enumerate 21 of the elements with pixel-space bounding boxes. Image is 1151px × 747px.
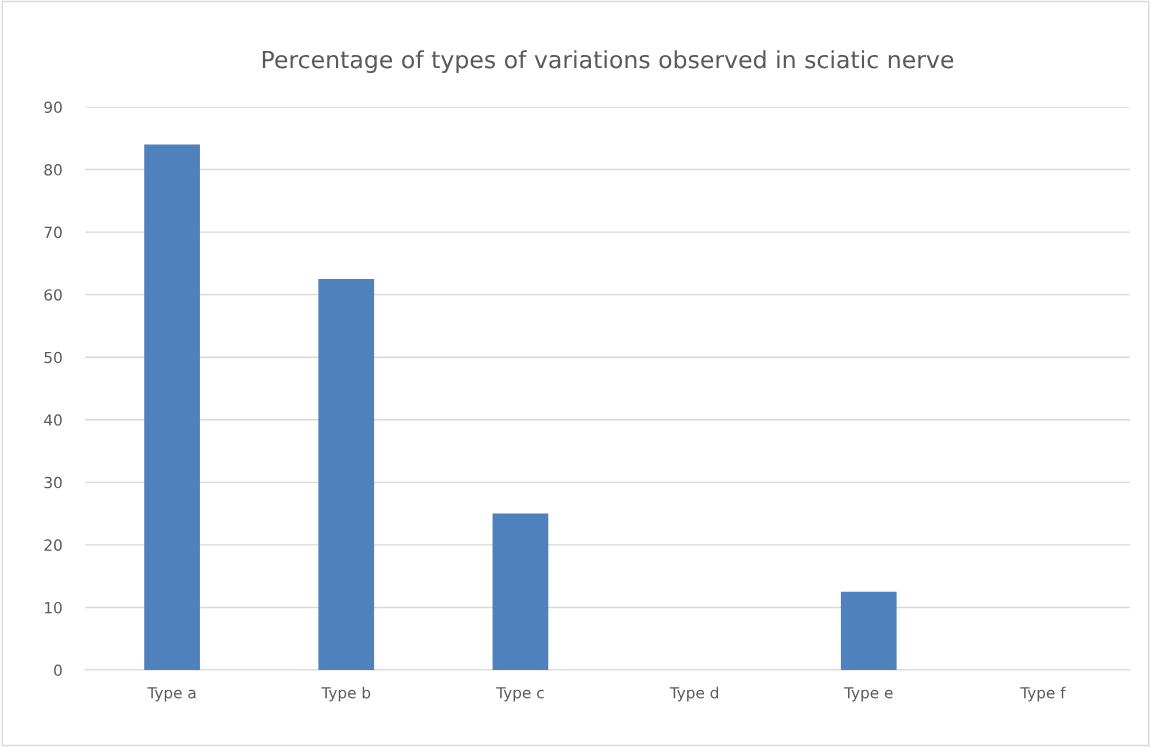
y-tick-label: 20 [44, 539, 62, 551]
y-tick-label: 10 [45, 601, 62, 614]
x-tick-label: Type e [844, 687, 893, 702]
y-tick-label: 80 [44, 164, 62, 176]
y-tick-label: 50 [44, 351, 62, 364]
bar [318, 279, 375, 670]
x-tick-label: Type f [1020, 686, 1066, 702]
y-tick-label: 30 [44, 476, 62, 489]
chart-title: Percentage of types of variations observed in sciatic nerve [262, 50, 954, 74]
x-tick-label: Type b [321, 686, 371, 702]
y-tick-label: 40 [44, 414, 62, 426]
bar [840, 591, 897, 670]
y-tick-label: 70 [44, 226, 62, 239]
y-tick-label: 60 [44, 289, 62, 301]
x-tick-label: Type d [669, 686, 719, 702]
y-tick-label: 0 [54, 664, 62, 677]
bar [492, 513, 549, 670]
bar [144, 144, 200, 670]
x-tick-label: Type a [147, 687, 196, 702]
x-tick-label: Type c [496, 687, 544, 702]
y-tick-label: 90 [44, 101, 62, 114]
